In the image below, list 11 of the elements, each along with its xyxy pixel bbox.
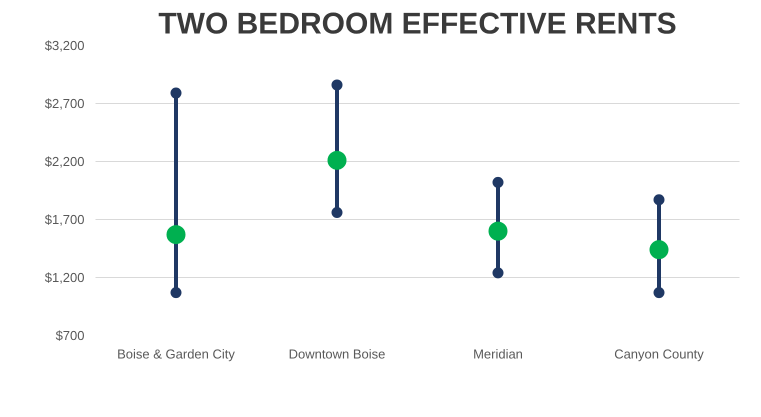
y-tick-label: $3,200 xyxy=(44,38,85,53)
y-tick-label: $1,700 xyxy=(44,212,85,227)
y-tick-label: $2,200 xyxy=(44,154,85,169)
chart-title: TWO BEDROOM EFFECTIVE RENTS xyxy=(158,8,677,40)
x-tick-label: Downtown Boise xyxy=(288,346,386,362)
x-tick-label: Boise & Garden City xyxy=(117,346,236,362)
y-tick-label: $2,700 xyxy=(44,96,85,111)
y-tick-label: $700 xyxy=(56,328,84,343)
y-tick-label: $1,200 xyxy=(44,270,85,285)
x-tick-label: Canyon County xyxy=(614,346,704,362)
x-tick-label: Meridian xyxy=(473,346,523,362)
